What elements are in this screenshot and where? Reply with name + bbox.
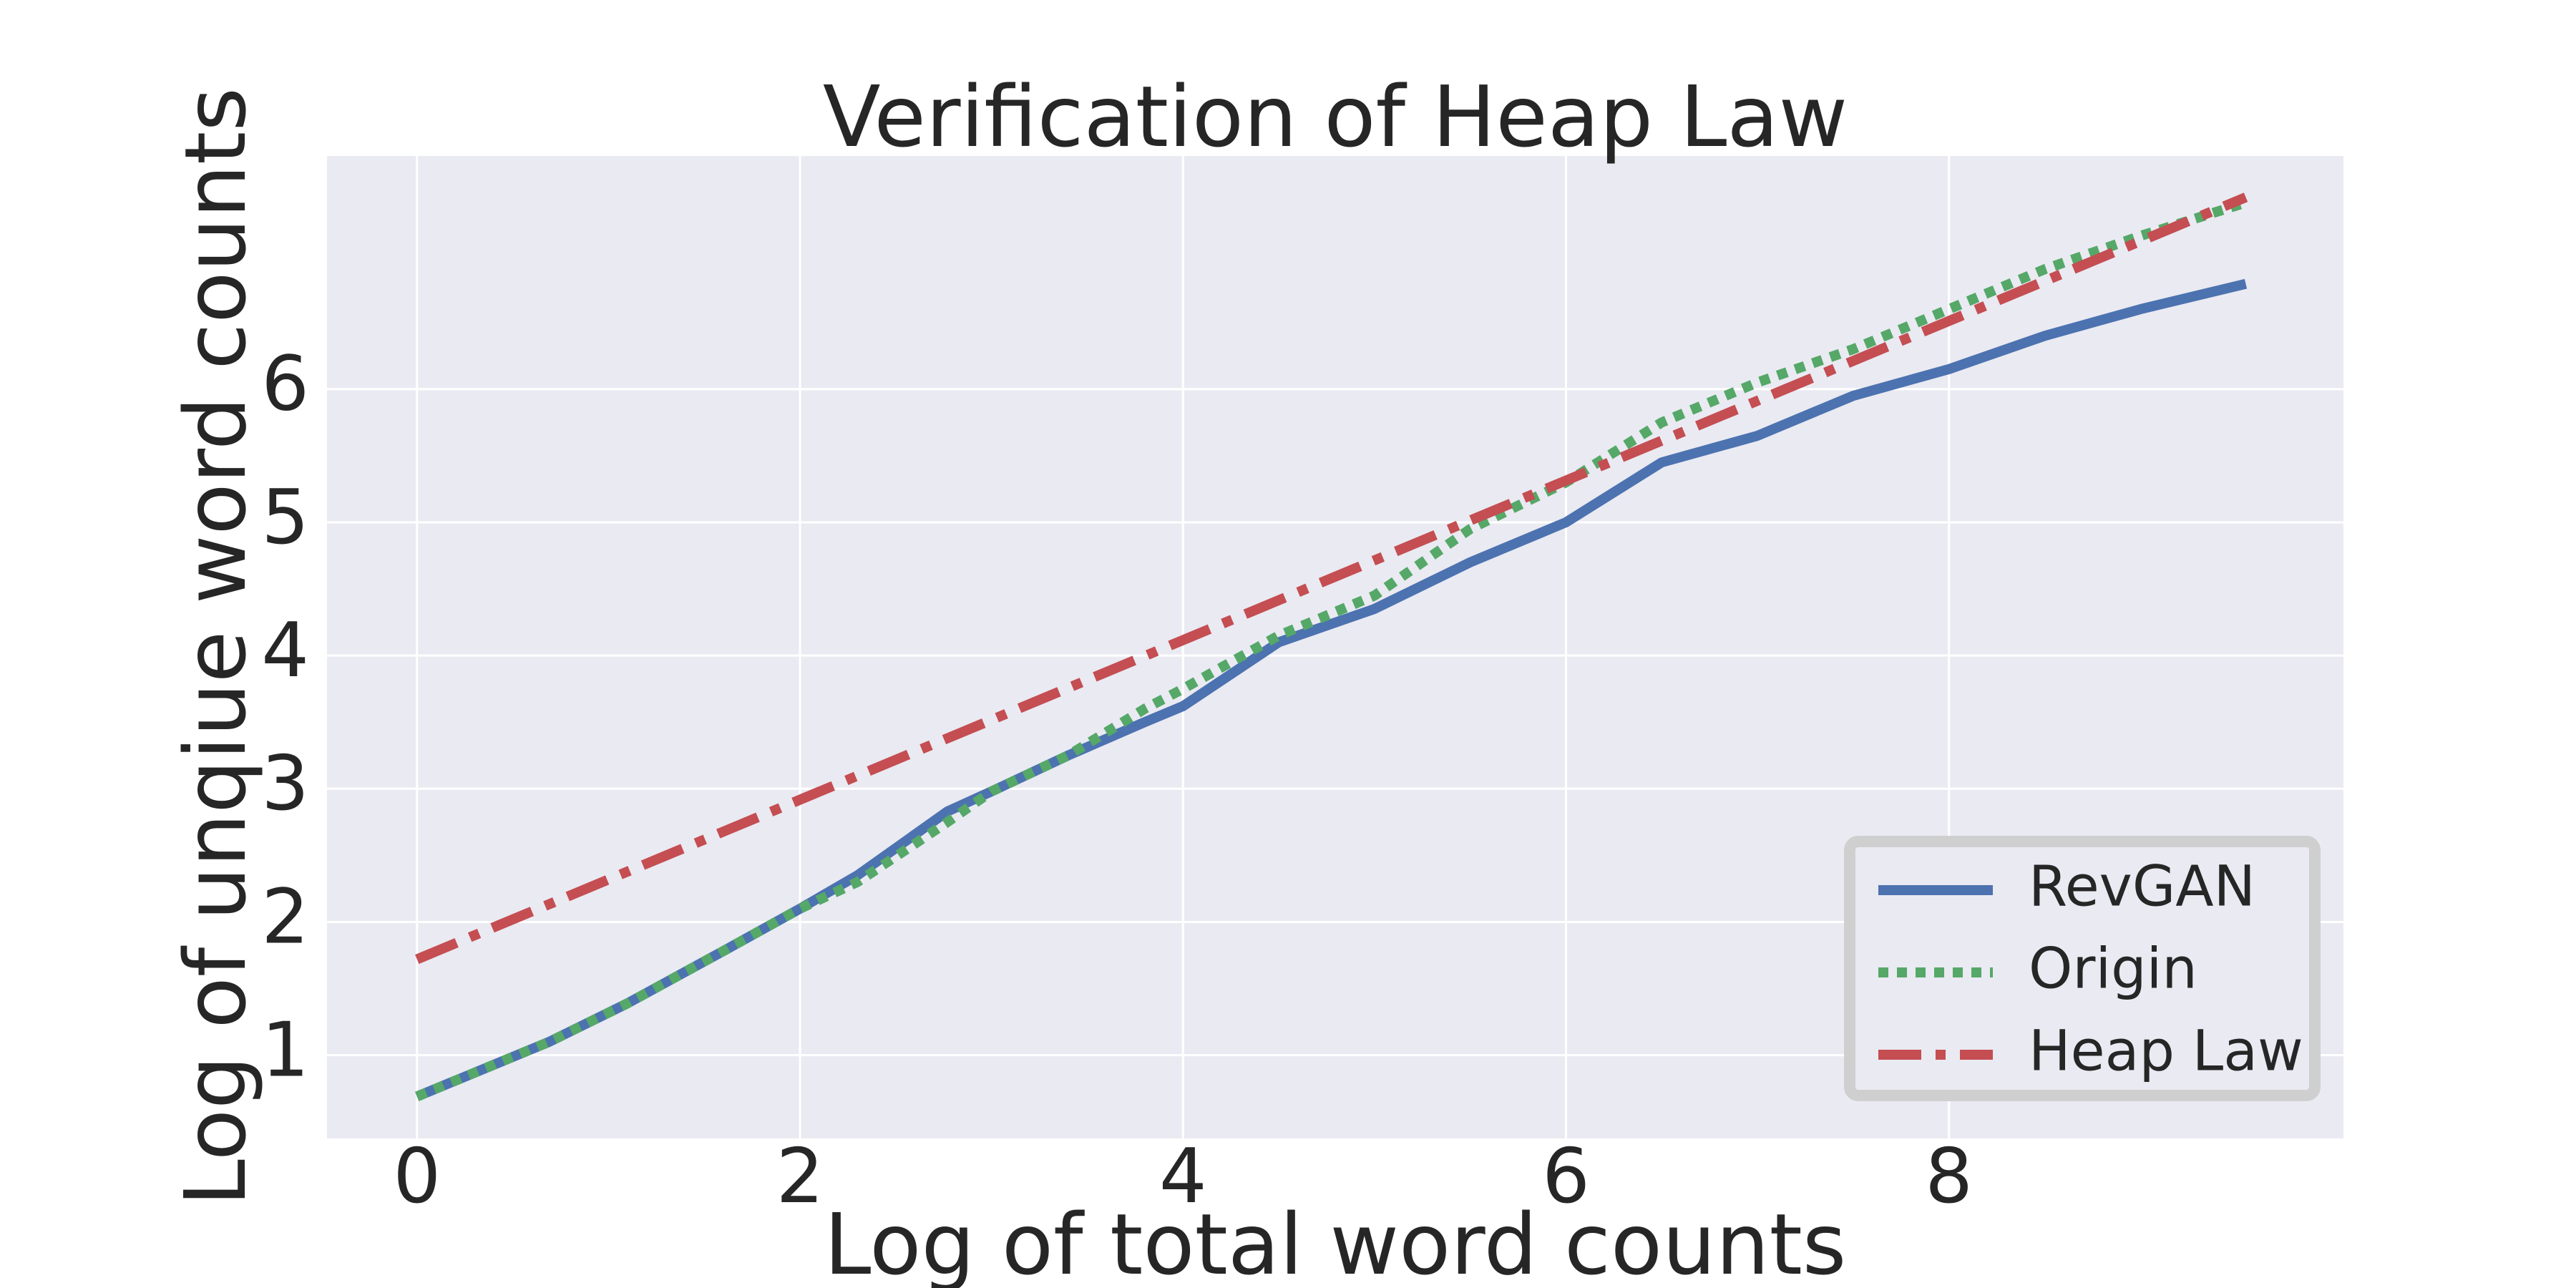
y-tick-label: 4 [261,607,309,694]
data-line [415,197,2248,1101]
x-axis-label: Log of total word counts [824,1195,1847,1288]
x-tick-label: 0 [393,1133,441,1220]
legend-label: Origin [2029,937,2197,1001]
data-line [415,278,2248,1101]
y-tick-label: 1 [261,1006,309,1093]
x-tick-label: 2 [776,1133,824,1220]
data-line [415,192,2248,965]
chart-title: Verification of Heap Law [823,67,1848,166]
y-axis-label: Log of unqiue word counts [166,87,265,1206]
x-tick-label: 6 [1542,1133,1590,1220]
legend-box [1844,836,2321,1101]
y-tick-label: 5 [261,474,309,561]
y-tick-label: 3 [261,740,309,827]
legend-label: Heap Law [2029,1019,2303,1083]
x-tick-label: 8 [1925,1133,1973,1220]
legend-label: RevGAN [2029,854,2255,919]
y-tick-label: 6 [261,341,309,428]
y-tick-label: 2 [261,873,309,960]
x-tick-label: 4 [1159,1133,1207,1220]
